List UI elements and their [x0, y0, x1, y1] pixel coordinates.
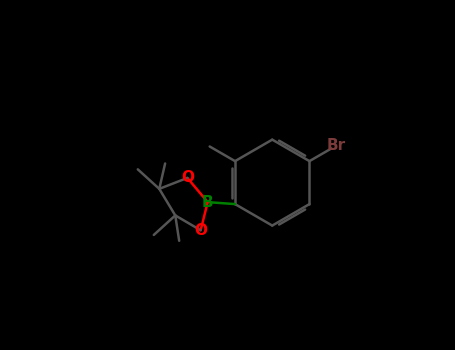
Text: B: B: [202, 195, 213, 210]
Text: O: O: [194, 223, 207, 238]
Text: O: O: [181, 170, 194, 186]
Text: Br: Br: [327, 138, 346, 153]
